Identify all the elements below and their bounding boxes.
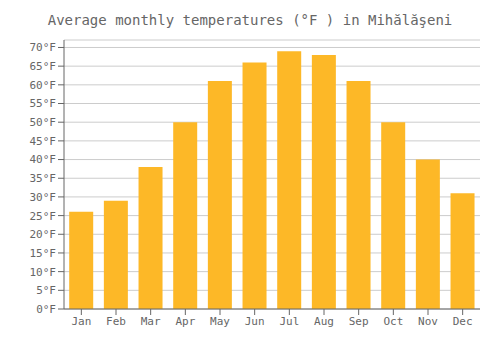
svg-text:Aug: Aug: [314, 315, 334, 328]
svg-text:20°F: 20°F: [30, 228, 57, 241]
svg-text:45°F: 45°F: [30, 135, 57, 148]
svg-text:65°F: 65°F: [30, 60, 57, 73]
svg-text:Dec: Dec: [453, 315, 473, 328]
svg-text:25°F: 25°F: [30, 210, 57, 223]
svg-text:0°F: 0°F: [36, 303, 56, 316]
svg-text:Jun: Jun: [245, 315, 265, 328]
svg-text:Oct: Oct: [383, 315, 403, 328]
svg-text:May: May: [210, 315, 230, 328]
svg-text:50°F: 50°F: [30, 116, 57, 129]
svg-text:70°F: 70°F: [30, 41, 57, 54]
svg-text:Jul: Jul: [279, 315, 299, 328]
svg-text:60°F: 60°F: [30, 79, 57, 92]
html-text:Average monthly temperatures (: Average monthly temperatures (°F ) in Mi…: [47, 12, 453, 28]
svg-text:Apr: Apr: [175, 315, 195, 328]
svg-text:5°F: 5°F: [36, 284, 56, 297]
svg-text:Mar: Mar: [141, 315, 161, 328]
svg-text:55°F: 55°F: [30, 97, 57, 110]
svg-text:Sep: Sep: [349, 315, 369, 328]
svg-text:30°F: 30°F: [30, 191, 57, 204]
svg-text:Nov: Nov: [418, 315, 438, 328]
svg-text:10°F: 10°F: [30, 266, 57, 279]
svg-text:40°F: 40°F: [30, 153, 57, 166]
svg-text:15°F: 15°F: [30, 247, 57, 260]
svg-text:Jan: Jan: [71, 315, 91, 328]
svg-text:Feb: Feb: [106, 315, 126, 328]
svg-text:35°F: 35°F: [30, 172, 57, 185]
